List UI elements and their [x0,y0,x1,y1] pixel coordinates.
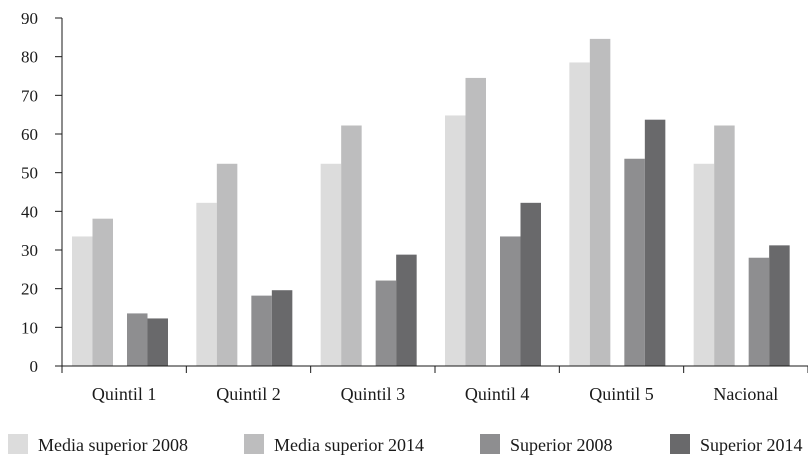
bar-media-superior-2014-quintil-5 [590,39,611,366]
bar-superior-2008-quintil-1 [127,313,148,366]
bar-superior-2008-quintil-3 [376,281,397,366]
legend-label: Superior 2008 [510,435,613,455]
legend: Media superior 2008 Media superior 2014 Su… [8,434,803,455]
legend-swatch [670,434,690,454]
bar-media-superior-2014-quintil-4 [466,78,487,366]
legend-item: Superior 2008 [480,434,613,455]
legend-swatch [244,434,264,454]
legend-label: Media superior 2014 [274,435,424,455]
bar-superior-2014-nacional [769,245,790,366]
bar-media-superior-2008-quintil-2 [196,203,217,366]
bar-superior-2008-nacional [749,258,770,366]
x-tick-label: Quintil 2 [216,384,281,404]
legend-item: Media superior 2008 [8,434,188,455]
bar-media-superior-2008-quintil-5 [569,62,590,366]
bar-media-superior-2008-quintil-1 [72,236,93,366]
bar-superior-2014-quintil-3 [396,255,417,366]
bar-media-superior-2014-quintil-2 [217,164,238,366]
bar-media-superior-2014-quintil-1 [93,219,114,366]
x-tick-label: Nacional [713,384,778,404]
bar-media-superior-2008-quintil-3 [321,164,342,366]
y-tick-label: 30 [21,241,38,260]
legend-swatch [480,434,500,454]
bar-superior-2014-quintil-4 [521,203,542,366]
y-tick-label: 60 [21,125,38,144]
legend-swatch [8,434,28,454]
y-tick-label: 80 [21,48,38,67]
y-tick-label: 0 [30,357,39,376]
y-tick-label: 90 [21,9,38,28]
bar-media-superior-2014-quintil-3 [341,125,362,366]
legend-label: Media superior 2008 [38,435,188,455]
y-tick-label: 10 [21,318,38,337]
bar-superior-2008-quintil-2 [251,296,271,366]
legend-item: Superior 2014 [670,434,803,455]
bar-superior-2014-quintil-2 [272,290,293,366]
x-tick-label: Quintil 4 [465,384,530,404]
y-tick-label: 50 [21,164,38,183]
y-tick-label: 20 [21,280,38,299]
y-tick-label: 40 [21,202,38,221]
bar-media-superior-2008-nacional [694,164,715,366]
bar-media-superior-2014-nacional [714,125,735,366]
x-tick-label: Quintil 1 [92,384,157,404]
legend-label: Superior 2014 [700,435,803,455]
x-axis: Quintil 1 Quintil 2 Quintil 3 Quintil 4 Quin… [62,366,808,404]
y-tick-label: 70 [21,86,38,105]
bar-superior-2014-quintil-5 [645,120,666,366]
bars-group [72,39,790,366]
x-tick-label: Quintil 3 [341,384,406,404]
bar-superior-2014-quintil-1 [148,318,169,366]
y-axis: 0 10 20 30 40 50 60 70 80 90 [21,9,62,376]
x-tick-label: Quintil 5 [589,384,654,404]
legend-item: Media superior 2014 [244,434,424,455]
bar-superior-2008-quintil-4 [500,236,521,366]
bar-superior-2008-quintil-5 [624,159,645,366]
bar-media-superior-2008-quintil-4 [445,115,466,366]
